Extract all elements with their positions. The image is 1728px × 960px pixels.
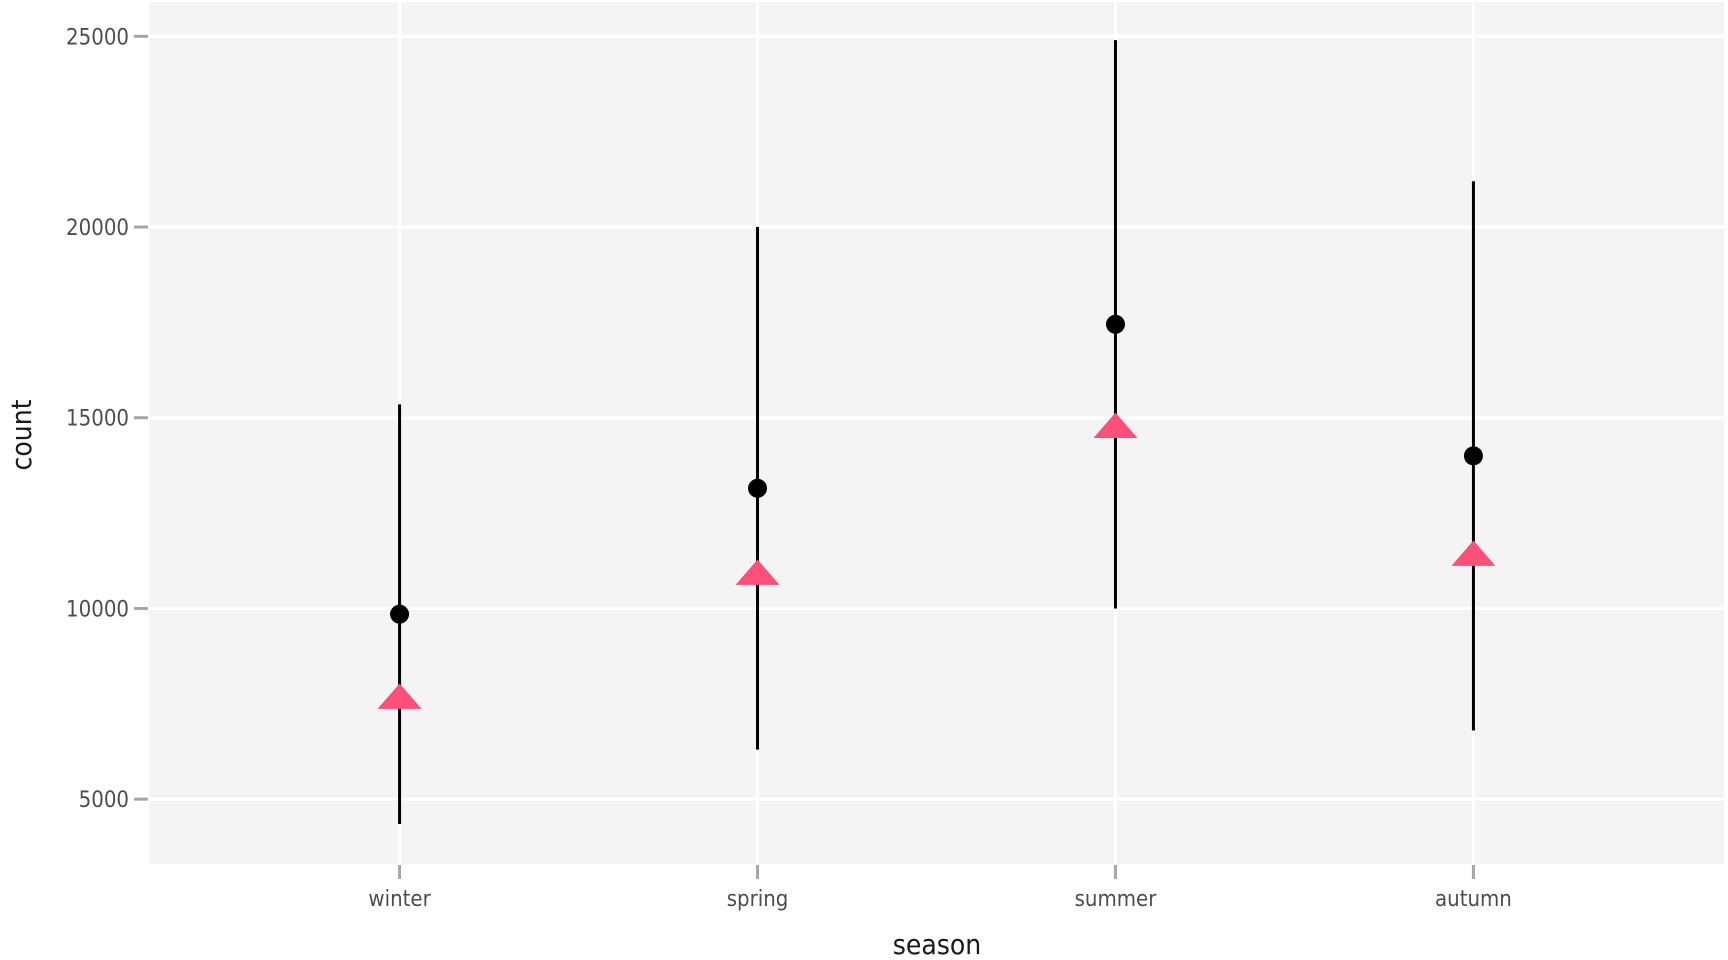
mean-point-spring bbox=[748, 478, 768, 498]
x-tick-label: summer bbox=[1075, 887, 1158, 912]
y-tick-label: 15000 bbox=[66, 407, 129, 432]
y-axis: 5000 10000 15000 20000 25000 bbox=[66, 25, 148, 813]
triangle-point-summer bbox=[1093, 412, 1138, 439]
y-tick-label: 20000 bbox=[66, 216, 129, 241]
x-tick-label: spring bbox=[727, 887, 789, 912]
triangle-point-autumn bbox=[1451, 540, 1496, 566]
y-tick-label: 25000 bbox=[66, 25, 129, 50]
x-tick-label: autumn bbox=[1435, 887, 1512, 912]
triangle-points bbox=[377, 412, 1496, 709]
x-tick-label: winter bbox=[368, 887, 431, 912]
x-axis: winter spring summer autumn bbox=[368, 865, 1512, 912]
triangle-point-spring bbox=[735, 559, 780, 585]
mean-points bbox=[390, 314, 1483, 624]
mean-point-summer bbox=[1105, 314, 1125, 334]
y-tick-label: 5000 bbox=[79, 788, 129, 813]
mean-point-winter bbox=[390, 604, 410, 624]
x-axis-title: season bbox=[893, 928, 982, 960]
y-axis-title: count bbox=[5, 399, 38, 470]
mean-point-autumn bbox=[1463, 446, 1483, 466]
plot-panel bbox=[149, 2, 1724, 864]
triangle-point-winter bbox=[377, 683, 422, 709]
y-tick-label: 10000 bbox=[66, 597, 129, 622]
